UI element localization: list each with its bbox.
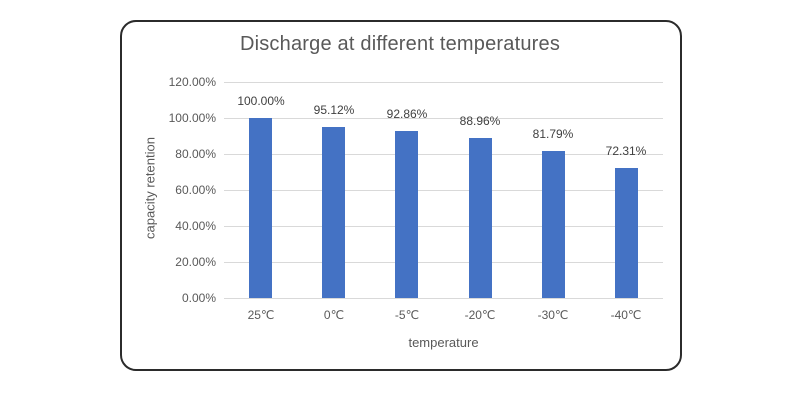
gridline xyxy=(224,298,663,299)
bar xyxy=(469,138,492,298)
data-label: 92.86% xyxy=(386,107,428,121)
data-label: 95.12% xyxy=(313,103,355,117)
x-tick-label: 25℃ xyxy=(247,308,275,322)
bar xyxy=(542,151,565,298)
y-tick-label: 40.00% xyxy=(175,219,216,233)
gridline xyxy=(224,190,663,191)
bar xyxy=(615,168,638,298)
chart-title: Discharge at different temperatures xyxy=(239,33,561,55)
gridline xyxy=(224,82,663,83)
bar xyxy=(322,127,345,298)
y-tick-label: 80.00% xyxy=(175,147,216,161)
bar xyxy=(395,131,418,298)
y-tick-label: 0.00% xyxy=(181,291,216,305)
gridline xyxy=(224,226,663,227)
gridline xyxy=(224,262,663,263)
gridline xyxy=(224,118,663,119)
data-label: 72.31% xyxy=(605,144,647,158)
data-label: 81.79% xyxy=(532,127,574,141)
y-tick-label: 20.00% xyxy=(175,255,216,269)
x-tick-label: 0℃ xyxy=(323,308,345,322)
y-tick-label: 60.00% xyxy=(175,183,216,197)
x-tick-label: -40℃ xyxy=(610,308,642,322)
x-tick-label: -5℃ xyxy=(394,308,420,322)
x-axis-label: temperature xyxy=(408,335,479,350)
data-label: 100.00% xyxy=(237,94,285,108)
x-tick-label: -20℃ xyxy=(464,308,496,322)
data-label: 88.96% xyxy=(459,114,501,128)
gridline xyxy=(224,154,663,155)
y-tick-label: 100.00% xyxy=(168,111,216,125)
bar xyxy=(249,118,272,298)
y-axis-label: capacity retention xyxy=(142,137,158,239)
y-tick-label: 120.00% xyxy=(168,75,216,89)
x-tick-label: -30℃ xyxy=(537,308,569,322)
